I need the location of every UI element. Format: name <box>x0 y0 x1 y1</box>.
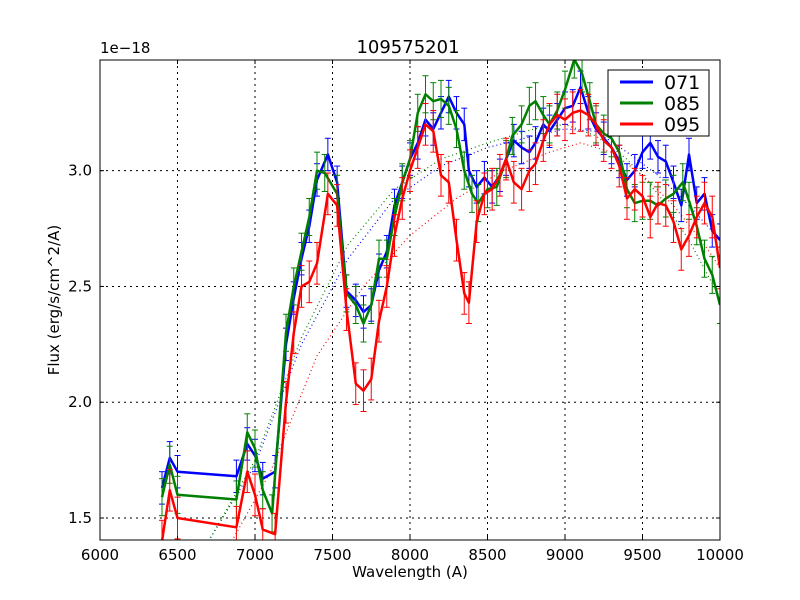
x-tick-label: 9000 <box>546 546 584 564</box>
series-095 <box>159 89 720 540</box>
series-line-085 <box>160 60 720 515</box>
y-tick-label: 2.0 <box>68 393 92 411</box>
x-tick-label: 6500 <box>158 546 196 564</box>
x-tick-label: 10000 <box>696 546 744 564</box>
y-offset-label: 1e−18 <box>100 39 150 57</box>
x-tick-label: 7000 <box>236 546 274 564</box>
y-tick-label: 3.0 <box>68 162 92 180</box>
x-tick-label: 8500 <box>468 546 506 564</box>
chart-title: 109575201 <box>356 37 459 58</box>
y-tick-label: 2.5 <box>68 277 92 295</box>
x-tick-label: 9500 <box>623 546 661 564</box>
x-tick-label: 6000 <box>81 546 119 564</box>
legend-label-071: 071 <box>664 72 700 94</box>
series-line-071 <box>160 86 720 489</box>
series-line-095 <box>160 109 720 540</box>
x-tick-label: 7500 <box>313 546 351 564</box>
y-axis-label: Flux (erg/s/cm^2/A) <box>45 225 63 376</box>
x-axis-label: Wavelength (A) <box>352 563 468 581</box>
y-tick-label: 1.5 <box>68 509 92 527</box>
data-series <box>159 60 720 540</box>
x-tick-label: 8000 <box>391 546 429 564</box>
legend-label-085: 085 <box>664 93 700 115</box>
legend: 071 085 095 <box>607 69 710 137</box>
legend-label-095: 095 <box>664 114 700 136</box>
axis-ticks: 6000 6500 7000 7500 8000 8500 9000 9500 10000 1.5… <box>68 60 744 564</box>
